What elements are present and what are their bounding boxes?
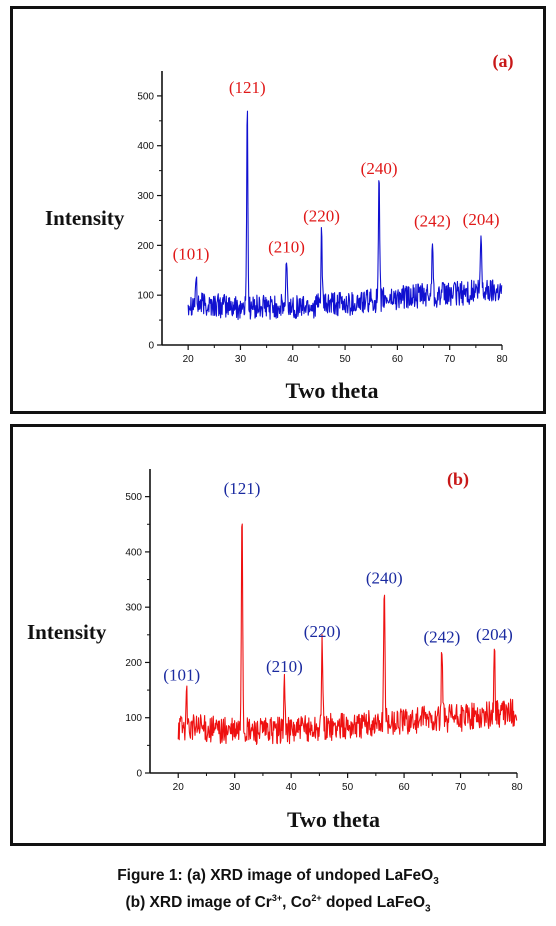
x-tick-label: 80 bbox=[496, 354, 508, 365]
xrd-series-line bbox=[177, 523, 518, 745]
chart-panel-b: 0 100 200 300 400 500 20 30 40 50 60 70 80 Intensity T… bbox=[10, 424, 546, 846]
chart-panel-a: 0 100 200 300 400 500 20 30 40 50 60 70 80 Intensity T… bbox=[10, 6, 546, 414]
y-tick-label: 300 bbox=[137, 191, 154, 202]
y-tick-label: 200 bbox=[125, 658, 142, 669]
y-tick-label: 400 bbox=[125, 547, 142, 558]
y-tick-label: 200 bbox=[137, 241, 154, 252]
peak-label: (204) bbox=[476, 625, 513, 644]
y-tick-label: 400 bbox=[137, 141, 154, 152]
peak-label: (210) bbox=[268, 237, 305, 256]
x-tick-label: 40 bbox=[287, 354, 299, 365]
x-axis-label: Two theta bbox=[287, 807, 380, 832]
peak-label: (220) bbox=[304, 622, 341, 641]
xrd-series-line bbox=[187, 110, 503, 321]
peak-label: (101) bbox=[163, 665, 200, 684]
panel-label: (a) bbox=[493, 51, 514, 72]
peak-label: (242) bbox=[414, 211, 451, 230]
y-tick-label: 500 bbox=[137, 91, 154, 102]
x-tick-label: 40 bbox=[286, 782, 298, 793]
x-tick-label: 20 bbox=[183, 354, 195, 365]
x-tick-label: 30 bbox=[229, 782, 241, 793]
panel-label: (b) bbox=[447, 469, 469, 490]
y-tick-label: 100 bbox=[137, 291, 154, 302]
y-axis-label: Intensity bbox=[27, 620, 107, 644]
x-tick-label: 50 bbox=[340, 354, 352, 365]
x-tick-label: 70 bbox=[455, 782, 467, 793]
y-tick-label: 100 bbox=[125, 713, 142, 724]
figure-caption-line2: (b) XRD image of Cr3+, Co2+ doped LaFeO3 bbox=[125, 893, 431, 915]
x-tick-label: 70 bbox=[444, 354, 456, 365]
y-axis-label: Intensity bbox=[45, 206, 125, 230]
x-tick-label: 50 bbox=[342, 782, 354, 793]
peak-label: (101) bbox=[173, 245, 210, 264]
x-tick-label: 60 bbox=[399, 782, 411, 793]
peak-label: (240) bbox=[366, 569, 403, 588]
peak-label: (240) bbox=[361, 159, 398, 178]
peak-label: (220) bbox=[303, 206, 340, 225]
x-tick-label: 60 bbox=[392, 354, 404, 365]
y-tick-label: 0 bbox=[148, 341, 154, 352]
x-tick-label: 20 bbox=[173, 782, 185, 793]
peak-label: (210) bbox=[266, 657, 303, 676]
x-tick-label: 30 bbox=[235, 354, 247, 365]
peak-label: (121) bbox=[229, 78, 266, 97]
xrd-chart-b: 0 100 200 300 400 500 20 30 40 50 60 70 80 Intensity T… bbox=[27, 469, 523, 832]
x-axis-label: Two theta bbox=[285, 378, 378, 403]
y-tick-label: 0 bbox=[136, 769, 142, 780]
peak-label: (204) bbox=[463, 210, 500, 229]
xrd-chart-a: 0 100 200 300 400 500 20 30 40 50 60 70 80 Intensity T… bbox=[45, 51, 514, 403]
y-tick-label: 500 bbox=[125, 492, 142, 503]
peak-label: (121) bbox=[224, 479, 261, 498]
figure-caption-line1: Figure 1: (a) XRD image of undoped LaFeO… bbox=[117, 867, 439, 888]
y-tick-label: 300 bbox=[125, 603, 142, 614]
x-tick-label: 80 bbox=[511, 782, 523, 793]
peak-label: (242) bbox=[423, 627, 460, 646]
